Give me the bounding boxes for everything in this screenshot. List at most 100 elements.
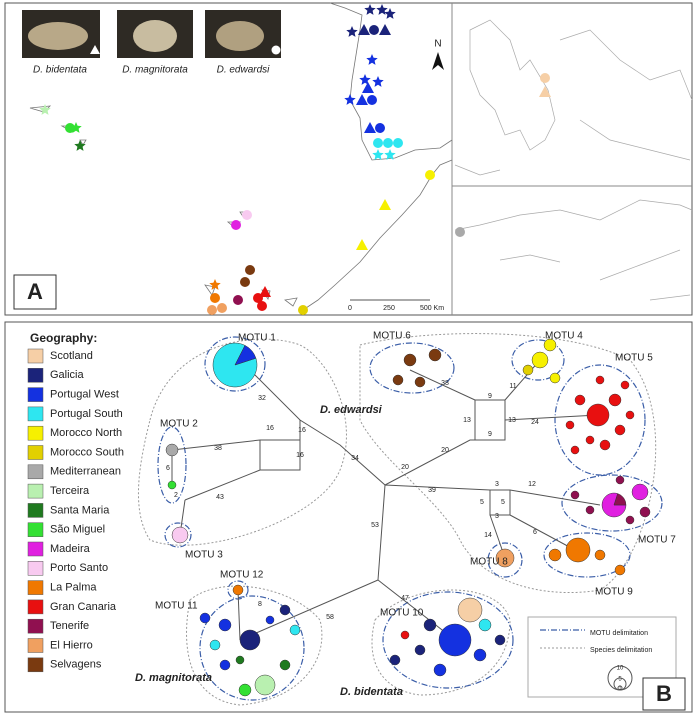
map-point (210, 293, 220, 303)
haplotype (434, 664, 446, 676)
haplotype (640, 507, 650, 517)
page: {"panel_a": { "species_labels": ["D. bid… (0, 0, 697, 715)
legend-swatch (28, 407, 43, 421)
delimitation-legend-label: Species delimitation (590, 647, 652, 654)
map-point (455, 227, 465, 237)
map-point (233, 295, 243, 305)
branch-label: 20 (441, 447, 449, 454)
map-point (242, 210, 252, 220)
photo-animal (216, 21, 264, 51)
haplotype (240, 630, 260, 650)
haplotype (586, 436, 594, 444)
legend-swatch (28, 484, 43, 498)
legend-swatch (28, 368, 43, 382)
map-point (383, 138, 393, 148)
haplotype (615, 565, 625, 575)
haplotype (404, 354, 416, 366)
map-point (373, 138, 383, 148)
haplotype (474, 649, 486, 661)
haplotype (290, 625, 300, 635)
size-legend-label: 1 (619, 685, 622, 691)
legend-label: El Hierro (50, 639, 93, 651)
branch-label: 2 (174, 492, 178, 499)
branch-label: 8 (258, 601, 262, 608)
branch-label: 34 (351, 455, 359, 462)
legend-label: Porto Santo (50, 562, 108, 574)
haplotype (609, 394, 621, 406)
legend-label: Scotland (50, 350, 93, 362)
branch-label: 43 (216, 494, 224, 501)
branch-label: 47 (401, 595, 409, 602)
motu-label: MOTU 11 (155, 601, 198, 612)
photo-animal (28, 22, 88, 50)
haplotype (626, 516, 634, 524)
haplotype (255, 675, 275, 695)
branch-label: 32 (258, 395, 266, 402)
map-point (425, 170, 435, 180)
haplotype (424, 619, 436, 631)
map-point (393, 138, 403, 148)
map-point (375, 123, 385, 133)
branch-label: 9 (488, 393, 492, 400)
haplotype (571, 446, 579, 454)
branch-label: 9 (488, 431, 492, 438)
haplotype (616, 476, 624, 484)
legend-swatch (28, 503, 43, 517)
branch-label: 13 (463, 417, 471, 424)
branch-label: 16 (296, 452, 304, 459)
branch-label: 11 (509, 383, 516, 390)
haplotype (439, 624, 471, 656)
legend-swatch (28, 639, 43, 653)
map-point (298, 305, 308, 315)
motu-label: MOTU 7 (638, 535, 676, 546)
map-point (369, 25, 379, 35)
haplotype (429, 349, 441, 361)
haplotype (571, 491, 579, 499)
species-photos (22, 10, 281, 58)
panel-label: B (656, 681, 672, 706)
haplotype (600, 440, 610, 450)
north-label: N (434, 39, 441, 50)
legend-swatch (28, 349, 43, 363)
branch-label: 24 (531, 419, 539, 426)
haplotype (587, 404, 609, 426)
haplotype (595, 550, 605, 560)
legend-swatch (28, 465, 43, 479)
legend-label: Selvagens (50, 659, 102, 671)
haplotype (566, 421, 574, 429)
legend-label: Portugal South (50, 408, 123, 420)
legend-swatch (28, 523, 43, 537)
haplotype (233, 585, 243, 595)
haplotype (586, 506, 594, 514)
legend-label: Gran Canaria (50, 601, 117, 613)
legend-label: La Palma (50, 582, 97, 594)
legend-swatch (28, 619, 43, 633)
haplotype (479, 619, 491, 631)
haplotype (621, 381, 629, 389)
motu-label: MOTU 5 (615, 353, 653, 364)
map-point (207, 305, 217, 315)
map-point (240, 277, 250, 287)
haplotype (168, 481, 176, 489)
motu-label: MOTU 9 (595, 587, 633, 598)
haplotype (415, 377, 425, 387)
map-point (367, 95, 377, 105)
haplotype (458, 598, 482, 622)
legend-swatch (28, 658, 43, 672)
haplotype (166, 444, 178, 456)
haplotype (495, 635, 505, 645)
haplotype (626, 411, 634, 419)
legend-swatch (28, 388, 43, 402)
haplotype (220, 660, 230, 670)
branch-label: 3 (495, 513, 499, 520)
haplotype (172, 527, 188, 543)
panel-a-frame (5, 3, 692, 315)
legend-swatch (28, 446, 43, 460)
legend-label: Portugal West (50, 389, 119, 401)
haplotype (550, 373, 560, 383)
photo-animal (133, 20, 177, 52)
legend-label: Tenerife (50, 620, 89, 632)
motu-label: MOTU 8 (470, 557, 508, 568)
species-label: D. edwardsi (217, 65, 271, 76)
haplotype (266, 616, 274, 624)
